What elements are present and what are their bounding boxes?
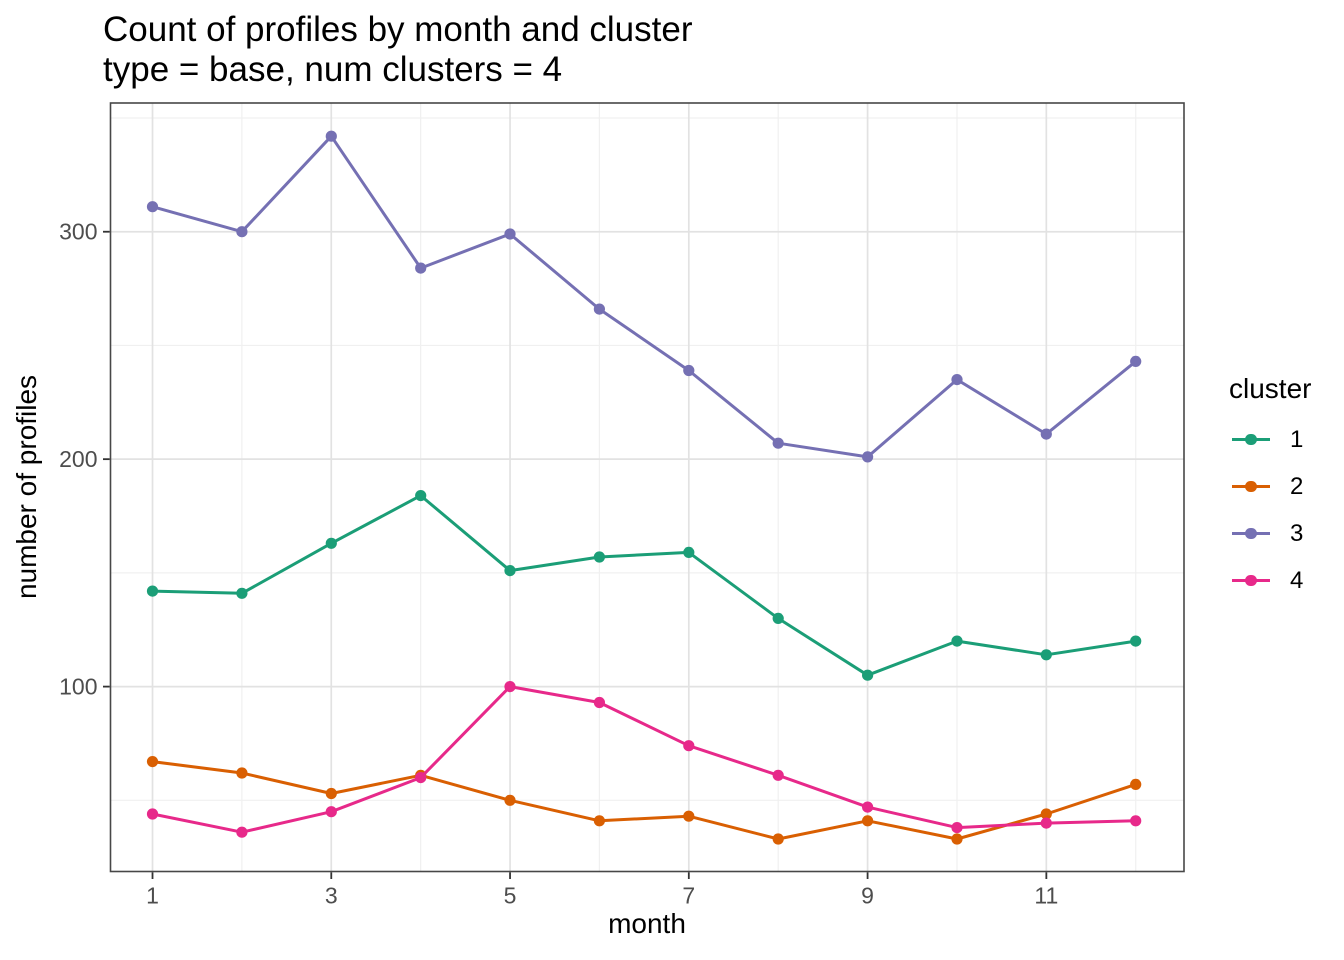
data-point-cluster-4-month-10 xyxy=(951,822,963,834)
panel-border xyxy=(109,102,1185,873)
legend-label: 2 xyxy=(1290,472,1304,500)
legend-item-cluster-3: 3 xyxy=(1229,510,1311,557)
legend-key-icon xyxy=(1232,433,1270,447)
y-axis-title: number of profiles xyxy=(11,374,42,600)
x-tick-label: 1 xyxy=(146,883,159,909)
data-point-cluster-1-month-7 xyxy=(683,546,695,559)
data-point-cluster-3-month-11 xyxy=(1040,428,1052,440)
data-point-cluster-3-month-8 xyxy=(772,437,784,449)
data-point-cluster-3-month-2 xyxy=(236,226,248,238)
data-point-cluster-2-month-9 xyxy=(862,815,874,827)
data-point-cluster-2-month-12 xyxy=(1130,778,1142,791)
x-tick-label: 7 xyxy=(682,883,695,909)
legend-label: 3 xyxy=(1290,519,1304,547)
data-point-cluster-3-month-1 xyxy=(146,201,159,213)
data-point-cluster-1-month-9 xyxy=(862,669,874,681)
data-point-cluster-1-month-5 xyxy=(504,565,516,577)
chart-subtitle: type = base, num clusters = 4 xyxy=(103,50,563,89)
legend-key-dot xyxy=(1245,527,1257,540)
series-line-cluster-4 xyxy=(152,685,1136,834)
data-point-cluster-2-month-2 xyxy=(236,767,248,779)
legend-label: 1 xyxy=(1290,425,1304,453)
legend-title: cluster xyxy=(1229,373,1312,404)
title-block: Count of profiles by month and cluster t… xyxy=(103,10,692,90)
legend-key-icon xyxy=(1232,574,1270,588)
data-point-cluster-3-month-5 xyxy=(504,228,516,240)
data-point-cluster-4-month-6 xyxy=(593,696,606,709)
data-point-cluster-1-month-6 xyxy=(593,551,606,563)
data-point-cluster-1-month-8 xyxy=(772,612,784,625)
data-point-cluster-1-month-2 xyxy=(236,587,248,599)
data-point-cluster-2-month-1 xyxy=(146,756,159,768)
legend-key-icon xyxy=(1232,480,1270,494)
data-point-cluster-4-month-5 xyxy=(504,681,516,693)
data-point-cluster-1-month-4 xyxy=(415,490,427,502)
data-point-cluster-2-month-8 xyxy=(772,833,784,845)
data-point-cluster-1-month-11 xyxy=(1040,649,1052,661)
legend-item-cluster-1: 1 xyxy=(1229,416,1311,463)
data-point-cluster-4-month-8 xyxy=(772,769,784,781)
data-point-cluster-1-month-3 xyxy=(325,537,337,549)
data-point-cluster-2-month-5 xyxy=(504,794,516,806)
data-point-cluster-3-month-9 xyxy=(862,451,874,463)
data-point-cluster-4-month-2 xyxy=(236,826,248,838)
data-point-cluster-4-month-4 xyxy=(415,772,427,784)
x-tick-label: 11 xyxy=(1034,883,1058,909)
x-tick-label: 3 xyxy=(325,883,338,909)
data-point-cluster-2-month-10 xyxy=(951,833,963,845)
x-tick-label: 9 xyxy=(861,883,874,909)
data-point-cluster-3-month-12 xyxy=(1130,355,1142,367)
data-point-cluster-4-month-12 xyxy=(1130,815,1142,827)
data-point-cluster-1-month-1 xyxy=(146,585,159,597)
data-point-cluster-4-month-1 xyxy=(146,808,159,820)
data-point-cluster-4-month-7 xyxy=(683,740,695,752)
y-tick-label: 300 xyxy=(59,219,97,245)
data-point-cluster-2-month-3 xyxy=(325,787,337,800)
data-point-cluster-3-month-4 xyxy=(415,262,427,274)
data-point-cluster-1-month-10 xyxy=(951,635,963,647)
x-tick-label: 5 xyxy=(504,883,517,909)
data-point-cluster-2-month-11 xyxy=(1040,808,1052,820)
y-tick-label: 100 xyxy=(59,674,97,700)
legend-key-icon xyxy=(1232,527,1270,541)
data-point-cluster-4-month-9 xyxy=(862,801,874,813)
data-point-cluster-2-month-6 xyxy=(593,815,606,827)
data-point-cluster-3-month-6 xyxy=(593,303,606,315)
legend: cluster 1 2 3 4 xyxy=(1229,374,1311,604)
data-point-cluster-3-month-3 xyxy=(325,130,337,142)
legend-items: 1 2 3 4 xyxy=(1229,416,1311,604)
legend-item-cluster-4: 4 xyxy=(1229,557,1311,604)
chart-title: Count of profiles by month and cluster xyxy=(103,10,693,49)
data-point-cluster-1-month-12 xyxy=(1130,635,1142,647)
legend-item-cluster-2: 2 xyxy=(1229,463,1311,510)
x-axis-title: month xyxy=(608,908,686,939)
series-line-cluster-1 xyxy=(152,494,1136,677)
legend-key-dot xyxy=(1245,433,1257,446)
data-point-cluster-4-month-11 xyxy=(1040,817,1052,829)
series-line-cluster-3 xyxy=(152,134,1137,459)
data-point-cluster-3-month-7 xyxy=(683,364,695,377)
legend-key-dot xyxy=(1245,574,1257,587)
legend-label: 4 xyxy=(1290,566,1304,594)
data-point-cluster-2-month-7 xyxy=(683,810,695,822)
y-tick-label: 200 xyxy=(59,446,97,472)
legend-key-dot xyxy=(1245,480,1257,493)
data-point-cluster-3-month-10 xyxy=(951,374,963,386)
data-point-cluster-4-month-3 xyxy=(325,806,337,818)
series-line-cluster-2 xyxy=(152,760,1137,841)
